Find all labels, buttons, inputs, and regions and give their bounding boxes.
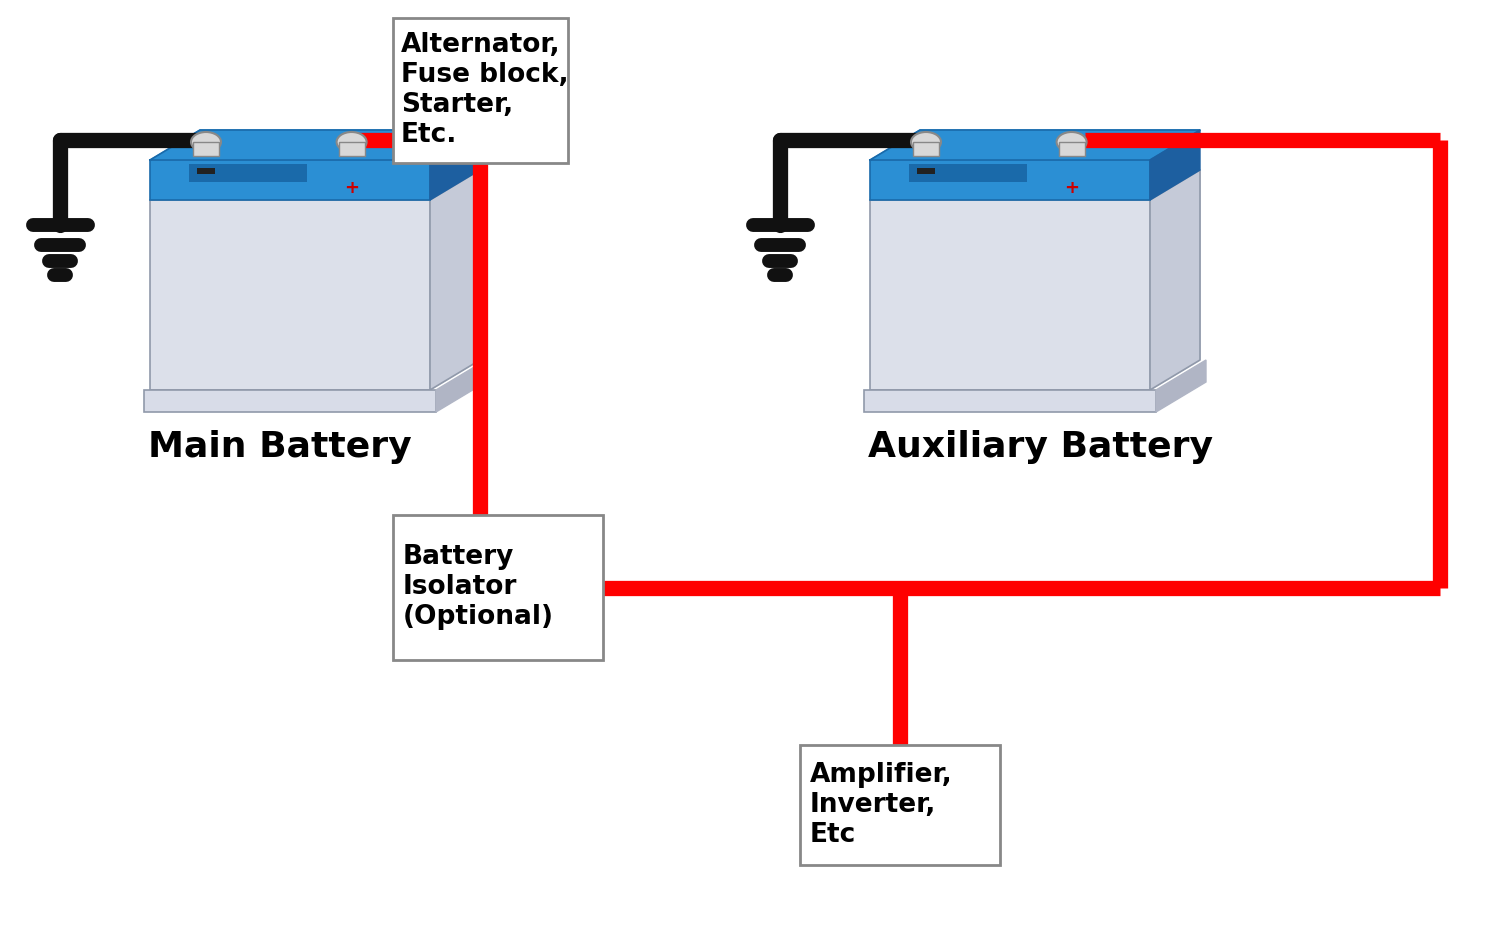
Bar xyxy=(1059,142,1085,156)
Ellipse shape xyxy=(1056,132,1086,152)
Bar xyxy=(198,168,216,174)
Polygon shape xyxy=(1156,360,1206,412)
Bar xyxy=(870,160,1150,200)
Ellipse shape xyxy=(911,132,941,152)
Bar xyxy=(870,200,1150,390)
Bar xyxy=(800,745,1001,865)
Ellipse shape xyxy=(192,132,222,152)
Bar xyxy=(392,18,568,163)
Bar xyxy=(909,164,1026,182)
Polygon shape xyxy=(430,130,479,200)
Text: Alternator,
Fuse block,
Starter,
Etc.: Alternator, Fuse block, Starter, Etc. xyxy=(401,32,569,148)
Text: +: + xyxy=(345,179,360,197)
Polygon shape xyxy=(1150,170,1200,390)
Polygon shape xyxy=(150,130,479,160)
Polygon shape xyxy=(1150,130,1200,200)
Polygon shape xyxy=(870,130,1200,160)
Ellipse shape xyxy=(337,132,367,152)
Bar xyxy=(144,390,436,412)
Bar xyxy=(189,164,307,182)
Bar xyxy=(917,168,935,174)
Text: +: + xyxy=(1064,179,1079,197)
Bar xyxy=(392,515,604,660)
Bar xyxy=(150,200,430,390)
Bar xyxy=(339,142,364,156)
Text: Amplifier,
Inverter,
Etc: Amplifier, Inverter, Etc xyxy=(810,762,953,848)
Text: Auxiliary Battery: Auxiliary Battery xyxy=(867,430,1212,464)
Bar xyxy=(150,160,430,200)
Polygon shape xyxy=(436,360,485,412)
Bar xyxy=(864,390,1156,412)
Text: Battery
Isolator
(Optional): Battery Isolator (Optional) xyxy=(403,544,554,631)
Bar xyxy=(912,142,939,156)
Text: Main Battery: Main Battery xyxy=(148,430,412,464)
Bar xyxy=(193,142,219,156)
Polygon shape xyxy=(430,170,479,390)
